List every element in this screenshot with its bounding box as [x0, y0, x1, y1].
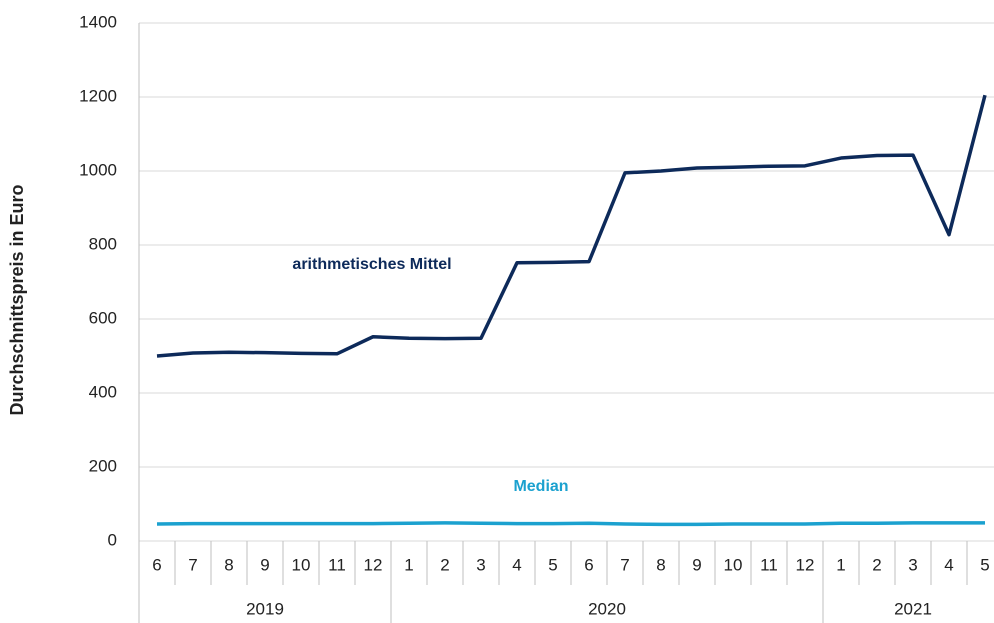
- x-tick-label: 10: [292, 555, 311, 574]
- y-tick-label: 1200: [79, 86, 117, 105]
- x-group-label: 2020: [588, 599, 626, 618]
- x-tick-label: 8: [224, 555, 233, 574]
- x-tick-label: 2: [440, 555, 449, 574]
- y-tick-label: 600: [89, 308, 117, 327]
- x-tick-label: 8: [656, 555, 665, 574]
- x-tick-label: 3: [908, 555, 917, 574]
- y-tick-label: 1400: [79, 12, 117, 31]
- x-tick-label: 11: [328, 555, 346, 574]
- y-axis-label: Durchschnittspreis in Euro: [7, 184, 27, 415]
- x-tick-label: 5: [548, 555, 557, 574]
- x-tick-label: 7: [188, 555, 197, 574]
- series-label: arithmetisches Mittel: [292, 256, 451, 273]
- x-tick-label: 9: [692, 555, 701, 574]
- y-tick-label: 0: [108, 530, 117, 549]
- x-tick-label: 1: [836, 555, 845, 574]
- series-label: Median: [513, 478, 568, 495]
- x-tick-label: 3: [476, 555, 485, 574]
- x-tick-label: 7: [620, 555, 629, 574]
- x-tick-label: 9: [260, 555, 269, 574]
- x-tick-label: 10: [724, 555, 743, 574]
- x-tick-label: 12: [364, 555, 383, 574]
- y-tick-label: 400: [89, 382, 117, 401]
- x-tick-label: 11: [760, 555, 778, 574]
- x-tick-label: 5: [980, 555, 989, 574]
- line-series: [156, 521, 985, 527]
- x-tick-label: 12: [796, 555, 815, 574]
- x-tick-label: 2: [872, 555, 881, 574]
- y-tick-label: 200: [89, 456, 117, 475]
- y-tick-label: 800: [89, 234, 117, 253]
- x-group-label: 2019: [246, 599, 284, 618]
- x-tick-label: 6: [584, 555, 593, 574]
- x-tick-label: 1: [404, 555, 413, 574]
- y-tick-label: 1000: [79, 160, 117, 179]
- x-tick-label: 4: [944, 555, 953, 574]
- line-series: [156, 94, 987, 358]
- x-group-label: 2021: [894, 599, 932, 618]
- x-tick-label: 6: [152, 555, 161, 574]
- x-tick-label: 4: [512, 555, 521, 574]
